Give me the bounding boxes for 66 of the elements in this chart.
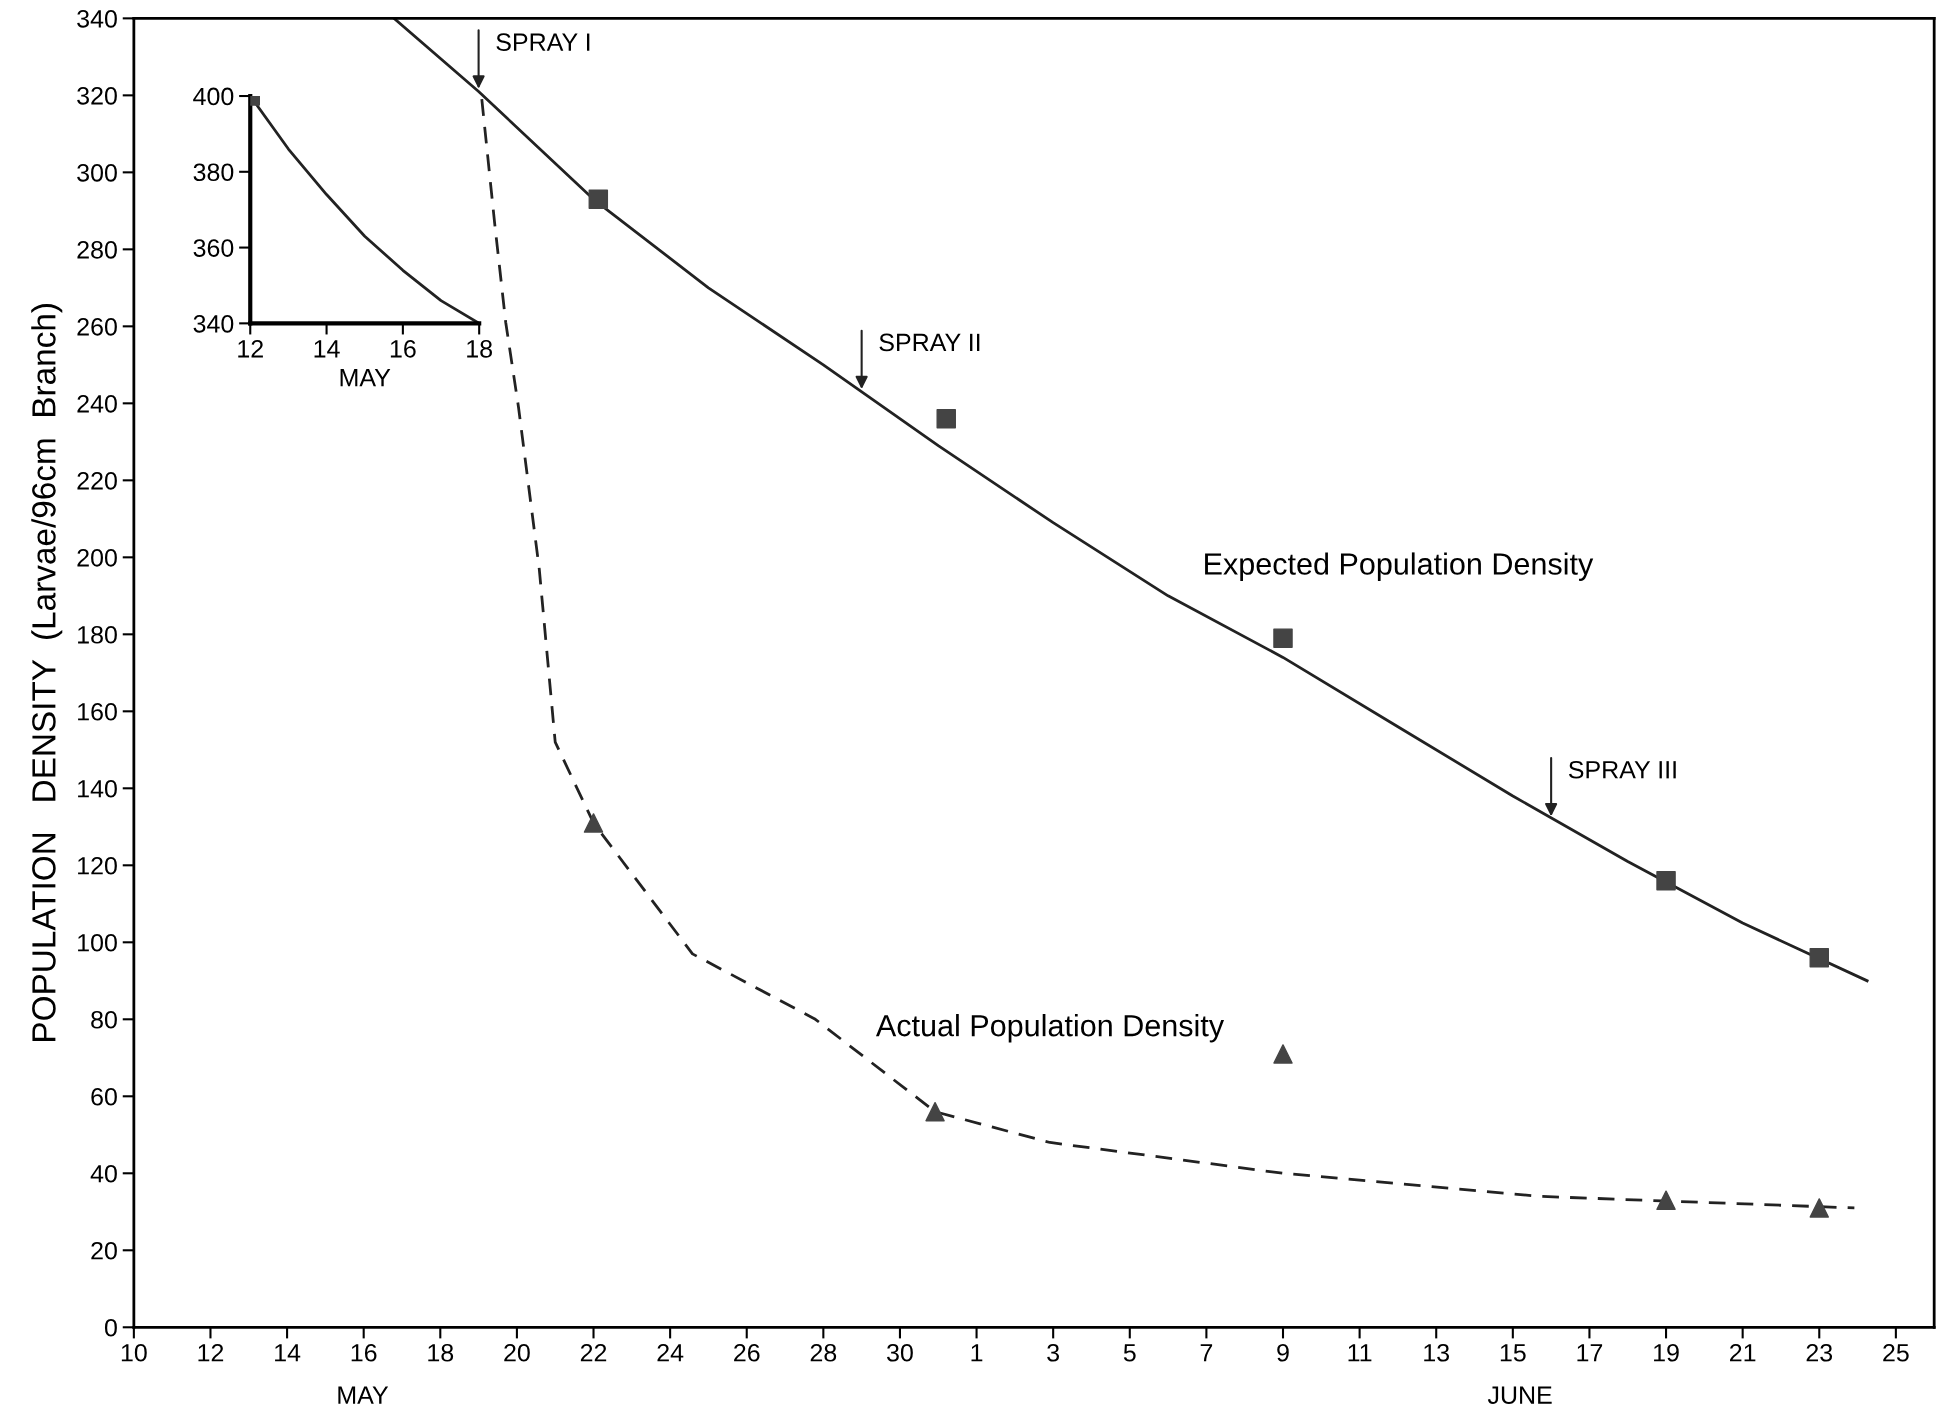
x-tick-label: 11 bbox=[1348, 1344, 1372, 1362]
x-tick-label: 1 bbox=[971, 1344, 983, 1362]
point bbox=[583, 813, 604, 833]
x-tick-label: 16 bbox=[351, 1343, 377, 1362]
y-tick-label: 160 bbox=[78, 702, 117, 721]
point bbox=[1809, 1198, 1830, 1218]
annotation: SPRAY II bbox=[879, 333, 980, 352]
series-label: Expected Population Density bbox=[1205, 552, 1594, 581]
point bbox=[1273, 1044, 1293, 1064]
x-tick-label: 3 bbox=[1047, 1343, 1060, 1362]
annotation: MAY bbox=[340, 369, 391, 387]
series-label: Actual Population Density bbox=[875, 1014, 1225, 1043]
x-tick-label: 26 bbox=[734, 1343, 760, 1362]
annotation: SPRAY I bbox=[496, 33, 590, 51]
y-tick-label: 80 bbox=[91, 1010, 117, 1029]
annotation: SPRAY III bbox=[1568, 760, 1676, 779]
x-tick-label: 22 bbox=[580, 1343, 607, 1362]
x-tick-label: 17 bbox=[1577, 1344, 1603, 1362]
x-axis-title: MAY bbox=[338, 1386, 389, 1404]
point bbox=[1656, 870, 1676, 891]
x-tick-label: 5 bbox=[1123, 1344, 1136, 1362]
y-tick-label: 120 bbox=[78, 856, 117, 875]
x-tick-label: 20 bbox=[504, 1343, 530, 1362]
y-tick-label: 280 bbox=[77, 240, 117, 259]
text: JUNE bbox=[1487, 1386, 1552, 1404]
x-tick-label: 19 bbox=[1654, 1343, 1679, 1362]
y-tick-label: 340 bbox=[193, 314, 234, 333]
x-tick-label: 23 bbox=[1806, 1343, 1833, 1362]
point bbox=[1656, 1190, 1676, 1210]
x-tick-label: 14 bbox=[314, 340, 340, 358]
y-axis-title: POPULATION DENSITY (Larvae/96cm Branch) bbox=[31, 304, 63, 1041]
x-tick-label: 18 bbox=[467, 339, 492, 358]
y-tick-label: 200 bbox=[77, 548, 117, 567]
x-tick-label: 12 bbox=[238, 339, 263, 358]
y-tick-label: 400 bbox=[193, 87, 234, 106]
y-tick-label: 60 bbox=[91, 1087, 117, 1106]
x-tick-label: 21 bbox=[1730, 1343, 1756, 1362]
y-tick-label: 100 bbox=[78, 933, 117, 952]
y-tick-label: 240 bbox=[77, 394, 117, 413]
y-tick-label: 340 bbox=[77, 9, 117, 28]
y-tick-label: 260 bbox=[77, 317, 117, 336]
y-tick-label: 40 bbox=[90, 1164, 117, 1183]
x-tick-label: 7 bbox=[1200, 1344, 1213, 1362]
x-tick-label: 25 bbox=[1883, 1343, 1909, 1362]
x-tick-label: 28 bbox=[810, 1343, 837, 1362]
y-tick-label: 140 bbox=[78, 779, 117, 798]
y-tick-label: 380 bbox=[193, 163, 234, 182]
y-tick-label: 180 bbox=[78, 625, 117, 644]
y-tick-label: 20 bbox=[91, 1241, 117, 1260]
point bbox=[1273, 628, 1293, 648]
y-tick-label: 320 bbox=[77, 86, 117, 105]
x-tick-label: 30 bbox=[887, 1343, 913, 1362]
y-tick-label: 220 bbox=[77, 471, 117, 490]
x-tick-label: 13 bbox=[1424, 1343, 1450, 1362]
y-tick-label: 0 bbox=[104, 1318, 117, 1337]
x-tick-label: 18 bbox=[428, 1343, 454, 1362]
y-tick-label: 360 bbox=[193, 239, 234, 257]
x-tick-label: 24 bbox=[657, 1343, 684, 1362]
x-tick-label: 16 bbox=[390, 339, 416, 358]
y-tick-label: 300 bbox=[77, 163, 117, 182]
point bbox=[1809, 947, 1830, 968]
x-tick-label: 14 bbox=[275, 1344, 301, 1362]
x-tick-label: 12 bbox=[198, 1343, 224, 1362]
x-tick-label: 9 bbox=[1277, 1343, 1289, 1362]
x-tick-label: 10 bbox=[121, 1343, 147, 1362]
x-tick-label: 15 bbox=[1500, 1344, 1526, 1362]
